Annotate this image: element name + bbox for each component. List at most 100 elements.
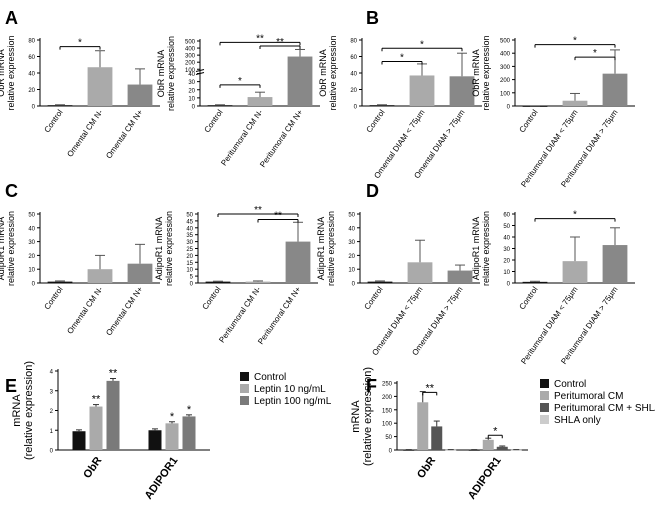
y-tick-label: 400 bbox=[185, 47, 196, 53]
y-axis-label: ObR mRNA bbox=[471, 49, 481, 97]
panel-letter: D bbox=[366, 181, 379, 201]
panel-letter: E bbox=[5, 376, 17, 396]
legend-label: Leptin 10 ng/mL bbox=[254, 384, 326, 395]
y-axis-label-2: relative expression bbox=[481, 211, 491, 286]
category-label: Control bbox=[200, 285, 222, 311]
bar bbox=[409, 75, 435, 106]
category-label: Omental CM N+ bbox=[104, 108, 145, 161]
panel-letter: A bbox=[5, 8, 18, 28]
legend-label: Control bbox=[554, 379, 586, 390]
legend-swatch bbox=[540, 415, 549, 424]
bar bbox=[207, 105, 233, 107]
y-tick-label: 60 bbox=[503, 213, 510, 219]
bar bbox=[417, 402, 429, 450]
bar bbox=[447, 270, 473, 283]
category-label: Control bbox=[517, 285, 539, 311]
significance-star: * bbox=[187, 404, 192, 416]
legend-swatch bbox=[540, 403, 549, 412]
y-axis-label: AdipoR1 mRNA bbox=[471, 217, 481, 281]
y-tick-label: 35 bbox=[186, 233, 193, 239]
y-tick-label: 10 bbox=[188, 96, 195, 102]
y-tick-label: 20 bbox=[503, 259, 510, 265]
axis-break bbox=[195, 72, 205, 75]
y-tick-label: 10 bbox=[186, 268, 193, 274]
y-axis-label-2: relative expression bbox=[481, 35, 491, 110]
category-label: ObR bbox=[81, 455, 104, 481]
y-tick-label: 0 bbox=[32, 105, 36, 111]
y-axis-label: mRNA bbox=[350, 400, 362, 433]
y-tick-label: 20 bbox=[28, 88, 35, 94]
y-tick-label: 500 bbox=[500, 39, 511, 45]
y-tick-label: 0 bbox=[354, 105, 358, 111]
legend-label: Control bbox=[254, 372, 286, 383]
y-axis-label: ObR mRNA bbox=[0, 49, 6, 97]
y-tick-label: 300 bbox=[185, 54, 196, 60]
y-tick-label: 15 bbox=[186, 261, 193, 267]
bar bbox=[245, 281, 271, 283]
y-axis-label: mRNA bbox=[11, 394, 23, 427]
y-tick-label: 20 bbox=[350, 88, 357, 94]
legend-swatch bbox=[240, 396, 249, 405]
bar bbox=[285, 241, 311, 283]
category-label: Control bbox=[362, 285, 384, 311]
category-label: Control bbox=[517, 108, 539, 134]
y-axis-label-2: relative expression bbox=[328, 35, 338, 110]
category-label: ADIPOR1 bbox=[143, 455, 181, 502]
y-tick-label: 100 bbox=[382, 422, 393, 428]
legend-swatch bbox=[240, 384, 249, 393]
category-label: Control bbox=[364, 108, 386, 134]
y-axis-label-2: relative expression bbox=[6, 35, 16, 110]
significance-star: * bbox=[400, 52, 404, 63]
significance-star: * bbox=[420, 39, 424, 50]
significance-star: * bbox=[238, 76, 242, 87]
bar bbox=[468, 449, 480, 451]
bar bbox=[127, 84, 153, 106]
y-axis-label: AdipoR1 mRNA bbox=[154, 217, 164, 281]
bar bbox=[47, 105, 73, 107]
y-tick-label: 40 bbox=[350, 72, 357, 78]
y-tick-label: 20 bbox=[186, 254, 193, 260]
y-tick-label: 40 bbox=[503, 236, 510, 242]
y-axis-label-2: relative expression bbox=[164, 211, 174, 286]
y-tick-label: 0 bbox=[192, 105, 196, 111]
category-label: Omental CM N- bbox=[65, 108, 104, 159]
y-tick-label: 500 bbox=[185, 40, 196, 46]
y-tick-label: 200 bbox=[500, 78, 511, 84]
bar bbox=[562, 100, 588, 106]
y-tick-label: 250 bbox=[382, 382, 393, 388]
y-tick-label: 30 bbox=[348, 240, 355, 246]
significance-star: * bbox=[170, 411, 175, 423]
y-tick-label: 0 bbox=[352, 282, 356, 288]
bar bbox=[287, 56, 313, 106]
significance-star: ** bbox=[92, 394, 101, 406]
bar bbox=[369, 105, 395, 107]
significance-star: * bbox=[78, 38, 82, 49]
y-tick-label: 50 bbox=[385, 435, 392, 441]
significance-star: ** bbox=[274, 211, 282, 222]
y-tick-label: 40 bbox=[28, 72, 35, 78]
bar bbox=[182, 416, 196, 450]
y-tick-label: 30 bbox=[188, 80, 195, 86]
bar bbox=[89, 406, 103, 450]
y-tick-label: 1 bbox=[50, 429, 54, 435]
significance-star: ** bbox=[256, 33, 264, 44]
bar bbox=[602, 73, 628, 106]
bar bbox=[127, 263, 153, 283]
panel-letter: C bbox=[5, 181, 18, 201]
y-tick-label: 200 bbox=[185, 61, 196, 67]
y-tick-label: 45 bbox=[186, 219, 193, 225]
bar bbox=[87, 67, 113, 106]
bar bbox=[87, 269, 113, 283]
bar bbox=[47, 281, 73, 283]
bar bbox=[431, 426, 443, 450]
significance-star: * bbox=[573, 210, 577, 221]
y-axis-label: AdipoR1 mRNA bbox=[316, 217, 326, 281]
bar bbox=[403, 449, 415, 451]
category-label: ADIPOR1 bbox=[466, 455, 504, 502]
y-axis-label-2: relative expression bbox=[6, 211, 16, 286]
y-tick-label: 50 bbox=[186, 213, 193, 219]
y-tick-label: 150 bbox=[382, 408, 393, 414]
category-label: ObR bbox=[415, 455, 438, 481]
y-tick-label: 30 bbox=[28, 240, 35, 246]
